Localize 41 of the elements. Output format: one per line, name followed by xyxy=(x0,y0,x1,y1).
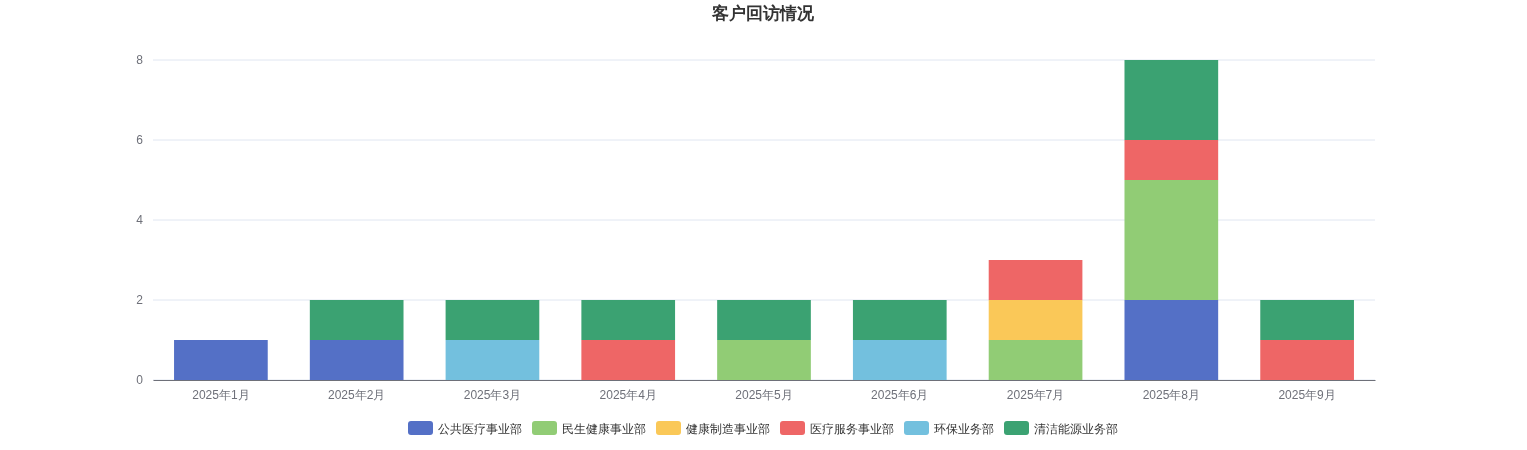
y-tick-label: 4 xyxy=(136,213,144,228)
x-tick-label: 2025年6月 xyxy=(871,387,929,402)
y-tick-label: 8 xyxy=(136,53,144,68)
legend-label: 清洁能源业务部 xyxy=(1034,421,1118,436)
bar xyxy=(852,300,947,340)
bar xyxy=(717,300,811,340)
x-tick-label: 2025年3月 xyxy=(463,387,522,402)
bar xyxy=(988,260,1083,300)
bar xyxy=(309,340,404,380)
bar xyxy=(717,340,811,380)
bar xyxy=(1124,180,1219,300)
chart-title: 客户回访情况 xyxy=(711,3,815,23)
bar xyxy=(1260,300,1354,340)
bar xyxy=(1260,340,1354,380)
y-tick-label: 2 xyxy=(136,293,144,308)
bar xyxy=(1124,140,1219,180)
bar xyxy=(445,300,540,340)
bar xyxy=(581,340,676,380)
y-tick-label: 6 xyxy=(136,133,144,148)
legend-label: 医疗服务事业部 xyxy=(810,421,894,436)
x-tick-label: 2025年9月 xyxy=(1278,387,1336,402)
x-tick-label: 2025年4月 xyxy=(599,387,657,402)
legend-label: 公共医疗事业部 xyxy=(438,421,522,436)
bar xyxy=(988,300,1083,340)
x-tick-label: 2025年2月 xyxy=(327,387,386,402)
y-tick-label: 0 xyxy=(136,373,144,388)
x-tick-label: 2025年7月 xyxy=(1006,387,1065,402)
bar xyxy=(1124,60,1219,140)
legend-label: 健康制造事业部 xyxy=(686,421,770,436)
bar xyxy=(988,340,1083,380)
bar xyxy=(852,340,947,380)
bar xyxy=(581,300,676,340)
x-tick-label: 2025年5月 xyxy=(735,387,793,402)
x-tick-label: 2025年8月 xyxy=(1142,387,1201,402)
bar xyxy=(309,300,404,340)
bar xyxy=(445,340,540,380)
legend-label: 民生健康事业部 xyxy=(562,421,646,436)
x-tick-label: 2025年1月 xyxy=(192,387,250,402)
bar xyxy=(1124,300,1219,380)
bar xyxy=(174,340,268,380)
legend-label: 环保业务部 xyxy=(934,421,994,436)
